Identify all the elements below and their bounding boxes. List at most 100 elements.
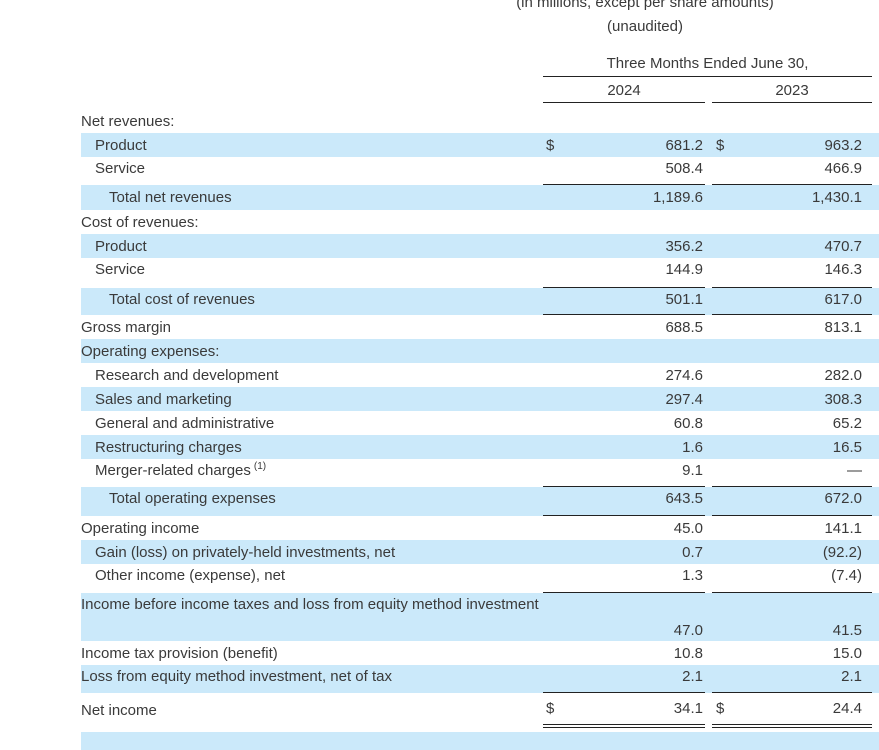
column-header-2024: 2024 [543, 82, 705, 103]
row-label: Total operating expenses [81, 487, 543, 516]
value-2024: 274.6 [665, 366, 703, 384]
dollar-sign: $ [716, 136, 725, 154]
table-row: Income tax provision (benefit) 10.8 15.0 [81, 641, 879, 665]
row-label-text: Total net revenues [109, 189, 232, 206]
row-right-margin [872, 540, 879, 564]
value-2023: 24.4 [832, 700, 862, 717]
value-cell-2023: 282.0 [712, 363, 872, 387]
table-row: Sales and marketing 297.4 308.3 [81, 387, 879, 411]
table-row: Research and development 274.6 282.0 [81, 363, 879, 387]
value-cell-2024: 274.6 [543, 363, 705, 387]
value-2024: 34.1 [673, 700, 703, 717]
table-row: Other income (expense), net 1.3 (7.4) [81, 564, 879, 593]
value-2024: 356.2 [665, 237, 703, 255]
value-cell-2023: — [712, 459, 872, 487]
row-label [81, 732, 543, 750]
value-2023: 41.5 [832, 622, 862, 639]
table-row: Restructuring charges 1.6 16.5 [81, 435, 879, 459]
row-label: Research and development [81, 363, 543, 387]
value-cell-2024: 2.1 [543, 665, 705, 693]
column-gap [705, 133, 712, 157]
row-right-margin [872, 110, 879, 133]
value-2023: 1,430.1 [811, 189, 862, 206]
column-header-2023: 2023 [712, 82, 872, 103]
row-label-text: Total operating expenses [109, 490, 276, 507]
column-gap [705, 487, 712, 516]
value-2023: 470.7 [824, 237, 862, 255]
statement-units-note: (in millions, except per share amounts) [516, 0, 774, 11]
row-right-margin [872, 516, 879, 540]
value-2024: 1.3 [682, 567, 703, 584]
row-label-text: Gross margin [81, 318, 172, 336]
value-2024: 0.7 [682, 543, 703, 561]
value-cell-2023: 308.3 [712, 387, 872, 411]
column-gap [705, 435, 712, 459]
row-label-text: Net revenues: [81, 113, 175, 130]
row-label: Income before income taxes and loss from… [81, 593, 543, 641]
row-label-text: Other income (expense), net [95, 567, 286, 584]
row-label: Net income [81, 693, 543, 728]
row-label: Income tax provision (benefit) [81, 641, 543, 665]
row-label: Sales and marketing [81, 387, 543, 411]
row-right-margin [872, 732, 879, 750]
value-2023: 813.1 [824, 318, 862, 336]
value-2024: 144.9 [665, 261, 703, 278]
column-gap [705, 210, 712, 234]
column-gap [705, 693, 712, 728]
row-label: Operating income [81, 516, 543, 540]
table-row: Total cost of revenues 501.1 617.0 [81, 288, 879, 315]
row-label-text: Net income [81, 702, 157, 719]
row-label-text: Cost of revenues: [81, 213, 199, 231]
value-cell-2024: 10.8 [543, 641, 705, 665]
value-cell-2024: 508.4 [543, 157, 705, 185]
footnote-marker: (1) [253, 461, 267, 472]
row-right-margin [872, 387, 879, 411]
column-gap [705, 411, 712, 435]
value-cell-2023: 672.0 [712, 487, 872, 516]
column-gap [705, 315, 712, 339]
table-row: Service 508.4 466.9 [81, 157, 879, 185]
value-cell-2023: (7.4) [712, 564, 872, 593]
row-right-margin [872, 234, 879, 258]
table-row: Gain (loss) on privately-held investment… [81, 540, 879, 564]
value-cell-2023: $24.4 [712, 693, 872, 728]
row-right-margin [872, 210, 879, 234]
value-2023: 308.3 [824, 390, 862, 408]
row-right-margin [872, 133, 879, 157]
column-gap [705, 288, 712, 315]
value-2023: 617.0 [824, 291, 862, 308]
value-2024: 10.8 [673, 644, 703, 662]
table-row: Product 356.2 470.7 [81, 234, 879, 258]
header-label-spacer [81, 82, 543, 103]
column-gap [705, 593, 712, 641]
value-cell-2024 [543, 732, 705, 750]
value-cell-2023 [712, 732, 872, 750]
row-label: Loss from equity method investment, net … [81, 665, 543, 693]
value-2024: 47.0 [673, 622, 703, 639]
value-cell-2023 [712, 210, 872, 234]
row-label: Restructuring charges [81, 435, 543, 459]
value-cell-2023: 617.0 [712, 288, 872, 315]
value-cell-2024: 297.4 [543, 387, 705, 411]
row-label: Service [81, 157, 543, 185]
value-2023: 15.0 [832, 644, 862, 662]
dollar-sign: $ [546, 136, 555, 154]
column-gap [705, 110, 712, 133]
column-gap [705, 459, 712, 487]
value-cell-2023 [712, 339, 872, 363]
value-cell-2023: 141.1 [712, 516, 872, 540]
value-cell-2023: 813.1 [712, 315, 872, 339]
row-label: Other income (expense), net [81, 564, 543, 593]
table-row [81, 732, 879, 750]
row-label-text: Income before income taxes and loss from… [81, 596, 539, 613]
value-cell-2023: 16.5 [712, 435, 872, 459]
value-2024: 60.8 [673, 414, 703, 432]
value-2024: 501.1 [665, 291, 703, 308]
year-header-row: 2024 2023 [81, 82, 879, 103]
row-label-text: Research and development [95, 366, 279, 384]
row-label-text: Total cost of revenues [109, 291, 255, 308]
value-cell-2024: 356.2 [543, 234, 705, 258]
value-cell-2024 [543, 210, 705, 234]
row-right-margin [872, 459, 879, 487]
row-right-margin [872, 693, 879, 728]
